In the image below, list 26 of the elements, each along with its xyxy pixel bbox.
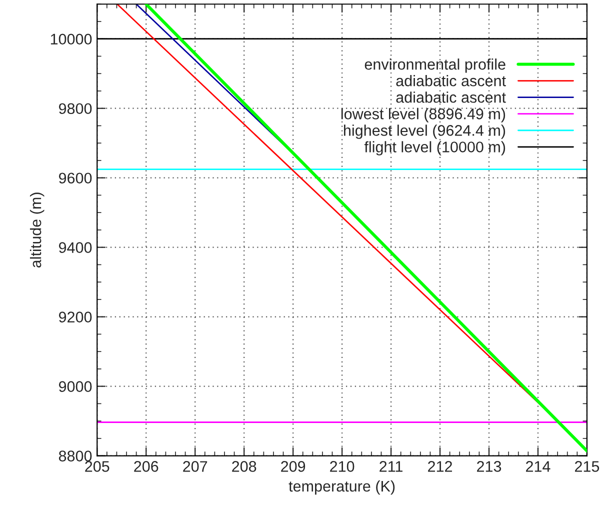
y-tick-label: 9200 <box>58 312 92 322</box>
x-tick-label: 210 <box>330 461 354 472</box>
legend-label: highest level (9624.4 m) <box>344 124 506 139</box>
legend-label: environmental profile <box>364 58 506 73</box>
y-tick-label: 10000 <box>50 34 92 45</box>
x-tick-label: 208 <box>232 461 256 472</box>
x-tick-label: 211 <box>380 461 402 472</box>
legend-label: adiabatic ascent <box>396 92 506 103</box>
x-tick-label: 209 <box>281 461 306 472</box>
legend-label: flight level (10000 m) <box>364 141 506 156</box>
y-tick-label: 9400 <box>58 242 92 254</box>
y-tick-label: 9600 <box>58 172 92 184</box>
y-tick-label: 9800 <box>58 103 92 114</box>
y-axis-title: altitude (m) <box>30 192 44 268</box>
x-tick-label: 215 <box>574 461 600 472</box>
x-tick-label: 213 <box>477 461 502 472</box>
x-tick-label: 206 <box>134 461 158 472</box>
x-axis-title: temperature (K) <box>288 480 395 495</box>
legend-label: adiabatic ascent <box>396 75 506 86</box>
y-tick-label: 9000 <box>58 381 92 392</box>
x-tick-label: 207 <box>183 461 208 472</box>
x-tick-label: 212 <box>428 461 452 472</box>
legend-label: lowest level (8896.49 m) <box>341 108 506 122</box>
x-tick-label: 214 <box>526 461 550 472</box>
x-tick-label: 205 <box>85 461 110 472</box>
y-tick-label: 8800 <box>58 450 92 462</box>
